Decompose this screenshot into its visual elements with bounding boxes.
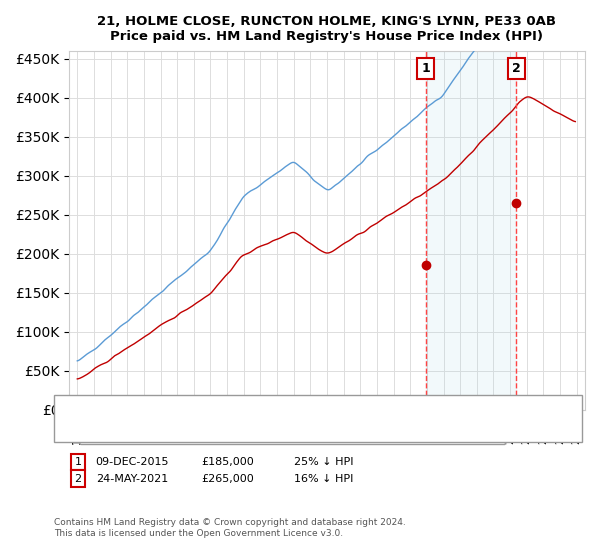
Title: 21, HOLME CLOSE, RUNCTON HOLME, KING'S LYNN, PE33 0AB
Price paid vs. HM Land Reg: 21, HOLME CLOSE, RUNCTON HOLME, KING'S L…: [97, 15, 556, 43]
Text: —: —: [84, 404, 101, 422]
Text: 16% ↓ HPI: 16% ↓ HPI: [295, 474, 353, 484]
Legend: 21, HOLME CLOSE, RUNCTON HOLME, KING'S LYNN, PE33 0AB (detached house), HPI: Ave: 21, HOLME CLOSE, RUNCTON HOLME, KING'S L…: [79, 411, 505, 444]
Text: 1: 1: [74, 457, 82, 467]
Text: 21, HOLME CLOSE, RUNCTON HOLME, KING'S LYNN, PE33 0AB (detached house): 21, HOLME CLOSE, RUNCTON HOLME, KING'S L…: [120, 408, 511, 418]
Text: Contains HM Land Registry data © Crown copyright and database right 2024.
This d: Contains HM Land Registry data © Crown c…: [54, 518, 406, 538]
Text: 1: 1: [421, 62, 430, 75]
Text: £185,000: £185,000: [202, 457, 254, 467]
Text: 24-MAY-2021: 24-MAY-2021: [96, 474, 168, 484]
Text: —: —: [84, 419, 101, 437]
Text: 2: 2: [512, 62, 521, 75]
Bar: [425, 51, 517, 409]
Text: 2: 2: [74, 474, 82, 484]
Text: £265,000: £265,000: [202, 474, 254, 484]
Text: 25% ↓ HPI: 25% ↓ HPI: [294, 457, 354, 467]
Text: 09-DEC-2015: 09-DEC-2015: [95, 457, 169, 467]
Text: HPI: Average price, detached house, King's Lynn and West Norfolk: HPI: Average price, detached house, King…: [120, 423, 443, 433]
